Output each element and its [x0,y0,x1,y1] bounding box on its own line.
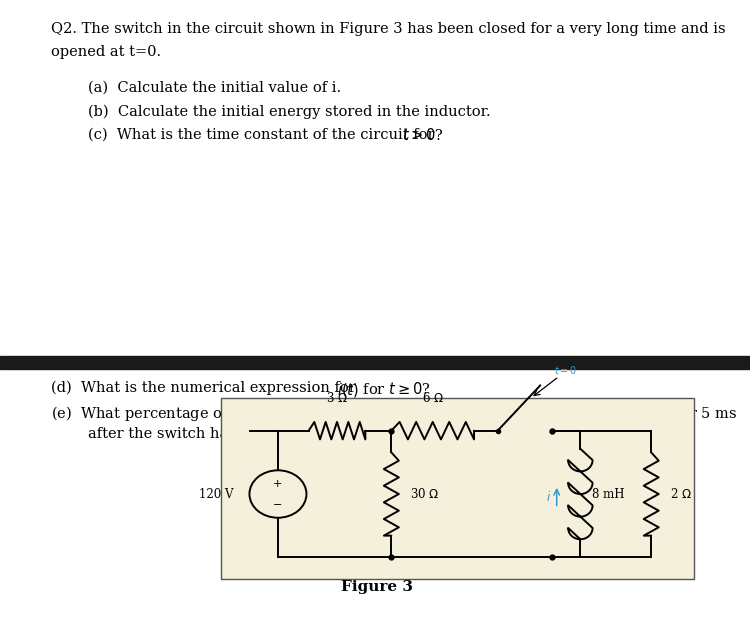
Text: Q2. The switch in the circuit shown in Figure 3 has been closed for a very long : Q2. The switch in the circuit shown in F… [51,22,725,36]
Text: opened at t=0.: opened at t=0. [51,45,161,59]
Text: 6 $\Omega$: 6 $\Omega$ [422,391,443,406]
Text: 2 $\Omega$: 2 $\Omega$ [670,487,692,501]
Text: $i$: $i$ [546,490,551,504]
Text: (d)  What is the numerical expression for: (d) What is the numerical expression for [51,381,360,395]
Text: $t > 0$?: $t > 0$? [402,127,444,144]
Text: 30 $\Omega$: 30 $\Omega$ [410,487,440,501]
Text: −: − [273,500,283,510]
Text: 8 mH: 8 mH [592,487,625,500]
Text: $i(t)$: $i(t)$ [337,381,358,399]
Text: 3 $\Omega$: 3 $\Omega$ [326,391,348,406]
Text: (c)  What is the time constant of the circuit for: (c) What is the time constant of the cir… [88,127,440,141]
Text: +: + [273,479,283,489]
Text: for $t \geq 0$?: for $t \geq 0$? [358,381,431,397]
Bar [221,398,694,579]
Bar [0,356,750,369]
Text: $t = 0$: $t = 0$ [554,364,578,376]
Text: Figure 3: Figure 3 [341,580,413,594]
Text: (a)  Calculate the initial value of i.: (a) Calculate the initial value of i. [88,81,341,95]
Text: (e)  What percentage of the initial energy stored has been dissipated in the 2$\: (e) What percentage of the initial energ… [51,404,737,422]
Text: after the switch has been opened?: after the switch has been opened? [88,427,344,441]
Text: 120 V: 120 V [200,487,234,500]
Text: (b)  Calculate the initial energy stored in the inductor.: (b) Calculate the initial energy stored … [88,104,491,119]
